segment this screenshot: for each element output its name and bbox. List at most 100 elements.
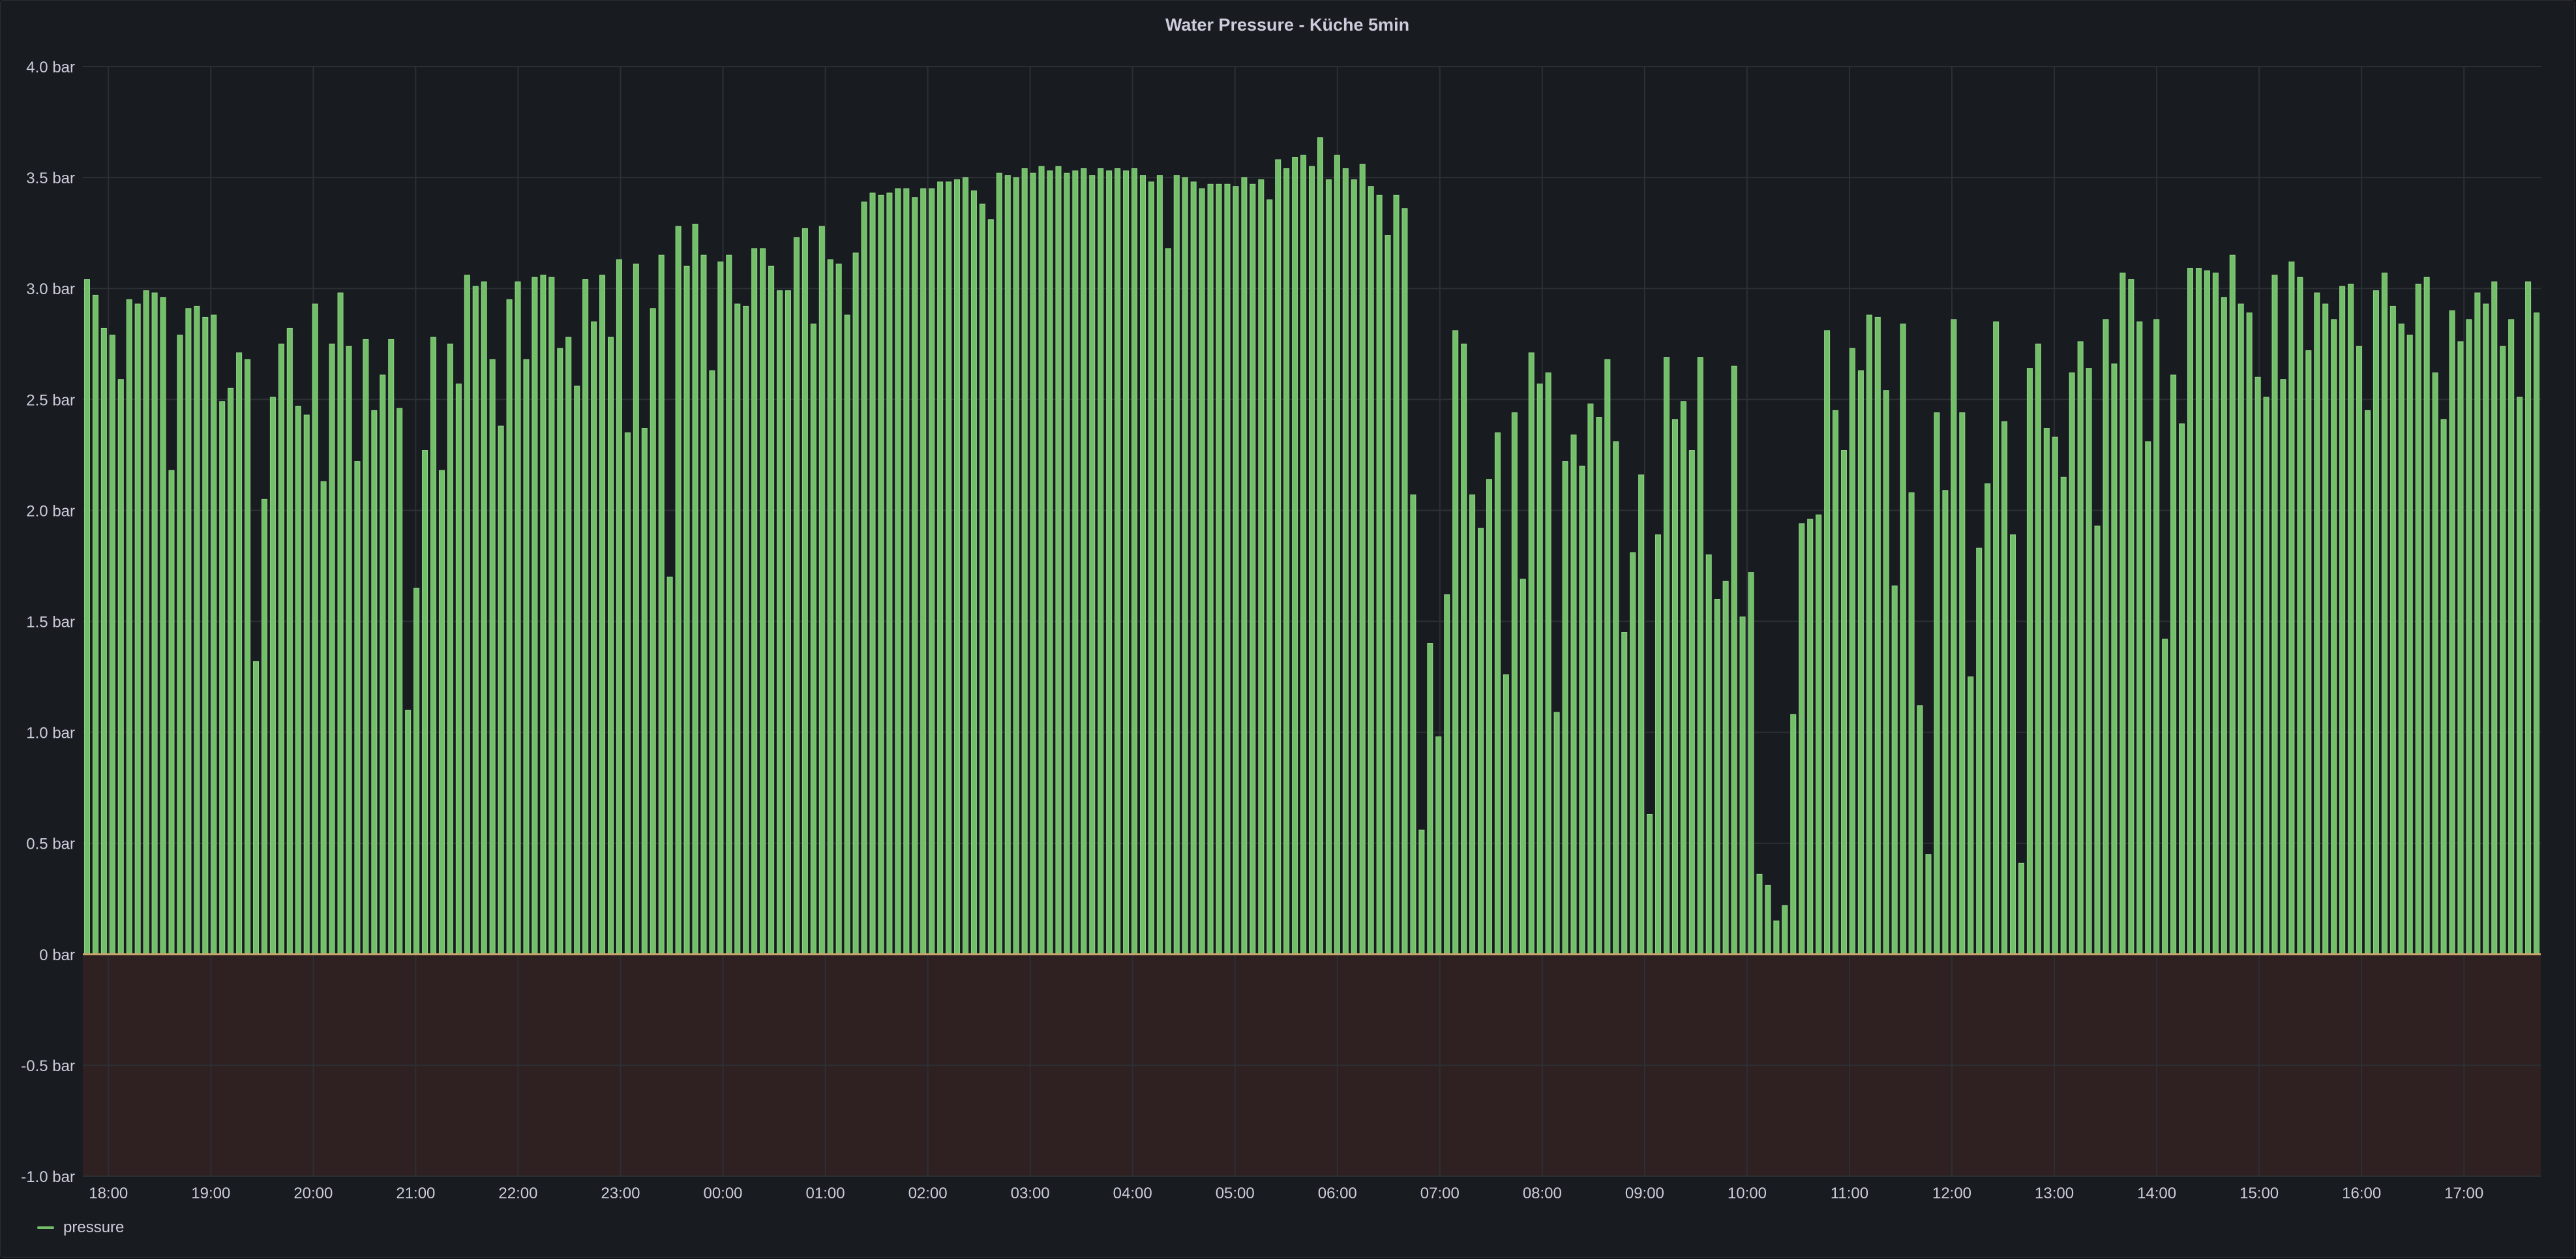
- bar: [489, 359, 496, 955]
- bar: [1849, 348, 1855, 955]
- bar: [548, 277, 555, 955]
- x-tick-label: 17:00: [2444, 1185, 2483, 1202]
- bar: [869, 192, 876, 955]
- legend-label-pressure[interactable]: pressure: [63, 1219, 125, 1236]
- bar: [2153, 319, 2160, 955]
- bar: [1663, 357, 1670, 955]
- bar: [2229, 254, 2236, 955]
- bar: [134, 303, 141, 955]
- bar: [1393, 194, 1400, 955]
- bar: [1266, 199, 1273, 955]
- bar: [1790, 714, 1797, 955]
- bar: [2415, 283, 2421, 955]
- bar: [1857, 370, 1864, 955]
- bar: [2246, 312, 2253, 955]
- bar: [1106, 170, 1113, 955]
- bar: [760, 248, 766, 955]
- bar: [2136, 321, 2143, 955]
- bar: [2179, 423, 2185, 955]
- bar: [2389, 305, 2396, 955]
- bar: [346, 346, 352, 955]
- y-tick-label: 1.5 bar: [26, 614, 75, 631]
- y-tick-label: 3.0 bar: [26, 281, 75, 298]
- bar: [2145, 441, 2151, 955]
- bar: [1385, 235, 1391, 955]
- bar: [194, 305, 200, 955]
- bar: [2466, 319, 2472, 955]
- bar: [2187, 268, 2194, 955]
- bar: [920, 188, 927, 955]
- bar: [1705, 554, 1712, 955]
- bar: [1866, 314, 1872, 955]
- bar: [2381, 272, 2388, 955]
- y-tick-label: 2.5 bar: [26, 391, 75, 409]
- x-tick-label: 23:00: [601, 1185, 640, 1202]
- bar: [532, 277, 538, 955]
- x-tick-label: 08:00: [1523, 1185, 1562, 1202]
- x-tick-label: 04:00: [1113, 1185, 1152, 1202]
- bar: [929, 188, 935, 955]
- bar: [1984, 483, 1991, 955]
- x-tick-label: 10:00: [1728, 1185, 1767, 1202]
- bar: [1655, 534, 1662, 955]
- bar: [987, 219, 994, 955]
- bar: [1325, 179, 1332, 955]
- x-tick-label: 14:00: [2137, 1185, 2176, 1202]
- bar: [2052, 436, 2058, 955]
- bar: [1579, 465, 1585, 955]
- x-tick-label: 01:00: [806, 1185, 845, 1202]
- bar: [2280, 379, 2286, 955]
- bar: [633, 264, 639, 955]
- bar: [1545, 372, 1551, 955]
- bar: [2077, 341, 2084, 955]
- x-tick-label: 20:00: [293, 1185, 333, 1202]
- bar: [1756, 873, 1763, 955]
- bar: [1334, 155, 1340, 955]
- bar: [1731, 365, 1737, 955]
- bar: [1647, 813, 1653, 955]
- bar: [1900, 324, 1906, 955]
- bar: [1072, 170, 1079, 955]
- bar: [2525, 281, 2532, 955]
- bar: [1435, 736, 1442, 955]
- bar: [2009, 534, 2016, 955]
- bar: [1486, 479, 1492, 955]
- bar: [641, 428, 648, 955]
- bar: [2111, 363, 2118, 955]
- bar: [1934, 412, 1940, 955]
- x-tick-label: 11:00: [1831, 1185, 1868, 1202]
- bar: [1604, 359, 1611, 955]
- bar: [616, 259, 622, 955]
- bar: [1030, 172, 1036, 955]
- bar: [2170, 374, 2177, 955]
- bar: [109, 335, 115, 955]
- bar: [540, 275, 547, 955]
- bar: [2322, 303, 2329, 955]
- bar: [2314, 292, 2320, 955]
- bar: [253, 661, 260, 955]
- bar: [743, 305, 749, 955]
- bar: [1782, 905, 1788, 955]
- bar: [574, 386, 580, 955]
- bar: [523, 359, 530, 955]
- bar: [1951, 319, 1957, 955]
- bar: [1925, 854, 1932, 955]
- x-tick-label: 15:00: [2239, 1185, 2279, 1202]
- bar: [1613, 441, 1619, 955]
- bar: [126, 299, 132, 955]
- bar: [1190, 181, 1197, 955]
- bar: [1680, 401, 1686, 955]
- chart-title: Water Pressure - Küche 5min: [1165, 15, 1410, 35]
- bar: [2043, 428, 2050, 955]
- bar: [970, 190, 977, 955]
- bar: [1300, 155, 1307, 955]
- bar: [793, 237, 800, 955]
- bar: [599, 275, 606, 955]
- bar: [1942, 490, 1949, 955]
- bar: [1401, 208, 1408, 955]
- bar: [83, 279, 90, 955]
- bar: [1233, 186, 1239, 955]
- bar: [996, 172, 1002, 955]
